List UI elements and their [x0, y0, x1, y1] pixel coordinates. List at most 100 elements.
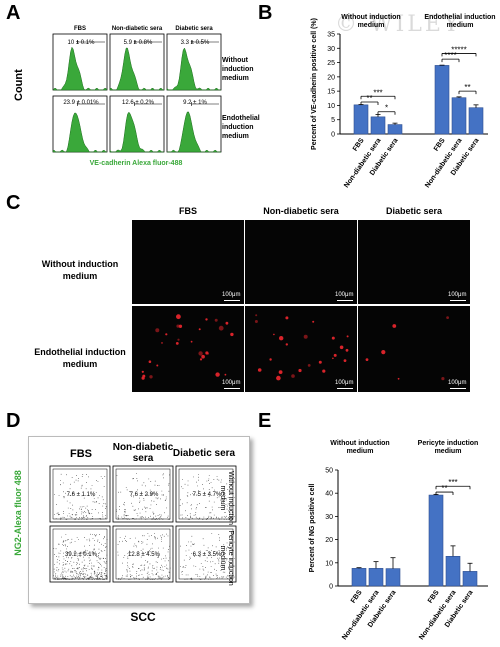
dotplot-frame — [112, 525, 174, 583]
panel-a-col-fbs: FBS — [74, 26, 86, 32]
histogram-peak — [52, 112, 108, 153]
stained-cell — [307, 364, 311, 367]
stained-cell — [333, 353, 337, 357]
stained-cell — [214, 318, 218, 322]
stained-cell — [176, 314, 181, 320]
y-tick-label: 15 — [327, 89, 335, 96]
micrograph-without-fbs — [132, 220, 244, 304]
bar — [462, 571, 478, 587]
panel-letter-e: E — [258, 410, 272, 432]
stained-cell — [165, 333, 168, 336]
bar — [370, 116, 386, 135]
stained-cell — [141, 376, 145, 380]
dotplot-gate — [178, 528, 234, 580]
y-tick-label: 5 — [331, 117, 335, 124]
stained-cell — [273, 333, 275, 336]
y-tick-label: 25 — [327, 60, 335, 67]
x-tick-label: FBS — [427, 589, 441, 605]
y-tick-label: 40 — [325, 491, 333, 498]
panel-a-val-r1c1: 10 ± 0.1% — [67, 40, 95, 46]
dotplot-frame — [112, 465, 174, 523]
stained-cell — [346, 335, 349, 338]
scalebar-label: 100μm — [335, 292, 354, 298]
y-tick-label: 20 — [327, 74, 335, 81]
stained-cell — [148, 360, 152, 363]
panel-a-val-r2c2: 12.6 ± 0.2% — [122, 100, 154, 106]
significance-stars: ** — [366, 94, 372, 103]
stained-cell — [176, 324, 180, 328]
dotplot-events — [54, 473, 107, 520]
panel-d-xlabel: SCC — [130, 610, 156, 624]
stained-cell — [298, 368, 302, 373]
stained-cell — [177, 338, 180, 341]
panel-a-val-r1c3: 3.3 ± 0.5% — [180, 40, 210, 46]
stained-cell — [155, 328, 160, 333]
histogram-peak — [166, 47, 221, 91]
panel-b-chart: 0 5 10 15 20 25 30 35 Percent of VE-cadherin pos… — [311, 18, 488, 189]
panel-a-ylabel: Count — [13, 69, 25, 101]
stained-cell — [269, 358, 272, 361]
dotplot-frame — [175, 465, 237, 523]
stained-cell — [205, 318, 208, 321]
stained-cell — [381, 350, 386, 355]
stained-cell — [178, 324, 183, 328]
y-tick-label: 30 — [327, 46, 335, 53]
panel-d-val-r1c1: 7.6 ± 1.1% — [66, 492, 96, 498]
stained-cell — [255, 314, 258, 317]
stained-cell — [198, 328, 201, 331]
panel-d-val-r1c3: 7.5 ± 4.7% — [192, 492, 222, 498]
stained-cell — [343, 359, 347, 362]
stained-cell — [149, 375, 153, 379]
significance-stars: * — [385, 104, 388, 113]
panel-a: Count FBS Non-diabetic sera Diabetic ser… — [0, 0, 260, 190]
scalebar-label: 100μm — [448, 292, 467, 298]
stained-cell — [198, 351, 203, 356]
bar — [434, 65, 450, 135]
stained-cell — [201, 354, 205, 359]
stained-cell — [257, 368, 262, 372]
stained-cell — [397, 377, 400, 380]
stained-cell — [141, 370, 144, 373]
panel-a-row-without: Without induction medium — [222, 57, 254, 82]
stained-cell — [285, 316, 289, 320]
stained-cell — [225, 321, 229, 325]
stained-cell — [285, 343, 288, 346]
y-tick-label: 10 — [325, 560, 333, 567]
scalebar-label: 100μm — [222, 292, 241, 298]
stained-cell — [441, 377, 445, 381]
bar — [353, 104, 369, 135]
stained-cell — [156, 364, 159, 367]
micrograph-endothelial-fbs — [132, 306, 244, 392]
stained-cell — [303, 334, 308, 339]
stained-cell — [175, 342, 179, 345]
panel-d-side-without: Without induction medium — [219, 471, 234, 525]
stained-cell — [215, 372, 220, 377]
significance-stars: **** — [444, 51, 456, 60]
histogram-peak — [166, 111, 221, 153]
bar — [351, 568, 367, 587]
y-tick-label: 10 — [327, 103, 335, 110]
panel-d-ylabel: NG2-Alexa fluor 488 — [13, 470, 23, 556]
significance-stars: *** — [373, 88, 382, 97]
bar — [368, 568, 384, 587]
stained-cell — [190, 340, 193, 343]
panel-e-chart: 0 10 20 30 40 50 Percent of NG positive cell FB… — [309, 468, 488, 641]
x-tick-label: FBS — [352, 137, 366, 153]
stained-cell — [322, 369, 326, 373]
y-tick-label: 50 — [325, 468, 333, 475]
panel-d: NG2-Alexa fluor 488 FBS Non-diabetic ser… — [0, 420, 250, 647]
panel-e-group-title-2: Pericyte induction medium — [417, 440, 479, 455]
bar — [428, 494, 444, 587]
stained-cell — [230, 332, 234, 337]
bar — [451, 97, 467, 135]
stained-cell — [218, 325, 224, 331]
y-axis-label: Percent of NG positive cell — [309, 484, 316, 573]
stained-cell — [331, 336, 335, 340]
stained-cell — [279, 336, 284, 341]
stained-cell — [332, 357, 334, 360]
panel-a-xlabel: VE-cadherin Alexa fluor-488 — [89, 160, 183, 167]
scalebar — [224, 388, 240, 389]
stained-cell — [291, 374, 295, 378]
dotplot-events — [117, 533, 171, 580]
significance-stars: ** — [441, 484, 447, 493]
